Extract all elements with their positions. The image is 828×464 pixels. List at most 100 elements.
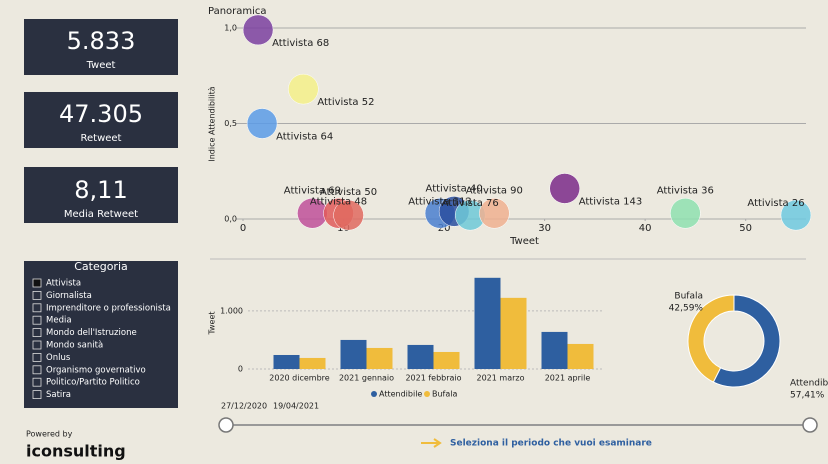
slider-start: 27/12/2020 bbox=[221, 402, 267, 411]
bar bbox=[474, 277, 501, 369]
bubble-label: Attivista 143 bbox=[579, 196, 643, 207]
bubble bbox=[780, 199, 812, 231]
bubble-label: Attivista 90 bbox=[466, 185, 523, 196]
x-tick-label: 50 bbox=[739, 223, 752, 234]
bubble bbox=[246, 108, 278, 139]
bubble bbox=[670, 198, 701, 229]
donut-value-label: 57,41% bbox=[790, 391, 825, 401]
slider-end: 19/04/2021 bbox=[273, 402, 319, 411]
x-tick-label: 2021 febbraio bbox=[405, 374, 461, 383]
legend-label: Bufala bbox=[432, 390, 458, 399]
donut-slice bbox=[712, 294, 781, 388]
bubble-label: Attivista 52 bbox=[317, 97, 374, 108]
filter-item: Mondo dell'Istruzione bbox=[46, 328, 137, 338]
filter-title: Categoria bbox=[74, 260, 128, 273]
donut-category: Bufala bbox=[674, 292, 703, 302]
bar bbox=[273, 354, 300, 369]
hint-arrow bbox=[433, 438, 442, 448]
y-axis-label: Tweet bbox=[208, 311, 217, 335]
slider-handle[interactable] bbox=[802, 417, 818, 433]
checkbox[interactable] bbox=[32, 328, 42, 338]
checkbox[interactable] bbox=[32, 390, 42, 400]
y-tick-label: 0,0 bbox=[224, 215, 237, 224]
bubble-label: Attivista 48 bbox=[310, 196, 367, 207]
slider-handle[interactable] bbox=[218, 417, 234, 433]
x-tick-label: 2021 marzo bbox=[477, 374, 525, 383]
checkbox[interactable] bbox=[32, 352, 42, 362]
bubble-label: Attivista 113 bbox=[408, 196, 472, 207]
chart-title: Panoramica bbox=[208, 6, 267, 17]
bubble-label: Attivista 76 bbox=[442, 198, 499, 209]
powered-by: Powered by bbox=[26, 430, 73, 439]
donut-slice bbox=[687, 294, 735, 383]
filter-item: Mondo sanità bbox=[46, 341, 103, 351]
kpi-label: Retweet bbox=[81, 133, 122, 144]
x-tick-label: 2020 dicembre bbox=[269, 374, 330, 383]
checkbox[interactable] bbox=[32, 377, 42, 387]
bubble-label: Attivista 36 bbox=[657, 185, 714, 196]
x-tick-label: 40 bbox=[639, 223, 652, 234]
x-tick-label: 2021 gennaio bbox=[339, 374, 394, 383]
kpi-label: Media Retweet bbox=[64, 209, 138, 220]
slider-hint: Seleziona il periodo che vuoi esaminare bbox=[450, 439, 652, 449]
bar bbox=[433, 351, 460, 369]
y-tick-label: 0,5 bbox=[224, 119, 237, 128]
legend-swatch bbox=[371, 391, 377, 397]
x-tick-label: 30 bbox=[538, 223, 551, 234]
checkbox[interactable] bbox=[32, 340, 42, 350]
filter-item: Organismo governativo bbox=[46, 365, 146, 375]
y-axis-label: Indice Attendibilità bbox=[208, 86, 217, 161]
donut-value-label: 42,59% bbox=[669, 304, 704, 314]
kpi-card bbox=[24, 92, 178, 148]
kpi-card bbox=[24, 19, 178, 75]
filter-item: Politico/Partito Politico bbox=[46, 378, 140, 388]
bar bbox=[567, 343, 594, 369]
bubble bbox=[549, 173, 580, 204]
legend-swatch bbox=[424, 391, 430, 397]
bubble-label: Attivista 26 bbox=[747, 198, 804, 209]
filter-item: Attivista bbox=[46, 279, 81, 289]
checkbox[interactable] bbox=[32, 290, 42, 300]
checkbox[interactable] bbox=[32, 315, 42, 325]
bar bbox=[500, 297, 527, 369]
bubble bbox=[242, 14, 274, 46]
bubble-label: Attivista 40 bbox=[426, 183, 483, 194]
filter-item: Media bbox=[46, 316, 72, 326]
filter-item: Imprenditore o professionista bbox=[46, 303, 171, 313]
filter-item: Giornalista bbox=[46, 291, 92, 301]
filter-item: Satira bbox=[46, 390, 71, 400]
kpi-label: Tweet bbox=[86, 60, 116, 71]
bar bbox=[541, 331, 568, 369]
bubble-label: Attivista 50 bbox=[320, 187, 377, 198]
filter-item: Onlus bbox=[46, 353, 71, 363]
bar bbox=[407, 344, 434, 369]
bubble-label: Attivista 68 bbox=[272, 38, 329, 49]
donut-category: Attendibile bbox=[790, 379, 828, 389]
kpi-value: 47.305 bbox=[59, 100, 143, 128]
bubble-label: Attivista 69 bbox=[284, 185, 341, 196]
checkbox[interactable] bbox=[32, 303, 42, 313]
bubble bbox=[333, 199, 364, 231]
filter-panel bbox=[24, 261, 178, 408]
bar bbox=[340, 339, 367, 369]
bar bbox=[366, 347, 393, 369]
x-axis-label: Tweet bbox=[509, 236, 539, 247]
x-tick-label: 20 bbox=[438, 223, 451, 234]
bubble bbox=[288, 73, 319, 105]
checkbox[interactable] bbox=[32, 278, 42, 288]
y-tick-label: 1.000 bbox=[220, 306, 243, 315]
bubble-label: Attivista 64 bbox=[276, 132, 333, 143]
kpi-value: 5.833 bbox=[67, 27, 136, 55]
x-tick-label: 0 bbox=[240, 223, 246, 234]
kpi-value: 8,11 bbox=[74, 176, 127, 204]
kpi-card bbox=[24, 167, 178, 223]
x-tick-label: 2021 aprile bbox=[545, 374, 591, 383]
y-tick-label: 0 bbox=[238, 365, 243, 374]
checkbox[interactable] bbox=[32, 365, 42, 375]
legend-label: Attendibile bbox=[379, 390, 422, 399]
y-tick-label: 1,0 bbox=[224, 24, 237, 33]
brand: iconsulting bbox=[26, 442, 126, 461]
bar bbox=[299, 357, 326, 369]
bubble bbox=[479, 198, 510, 229]
